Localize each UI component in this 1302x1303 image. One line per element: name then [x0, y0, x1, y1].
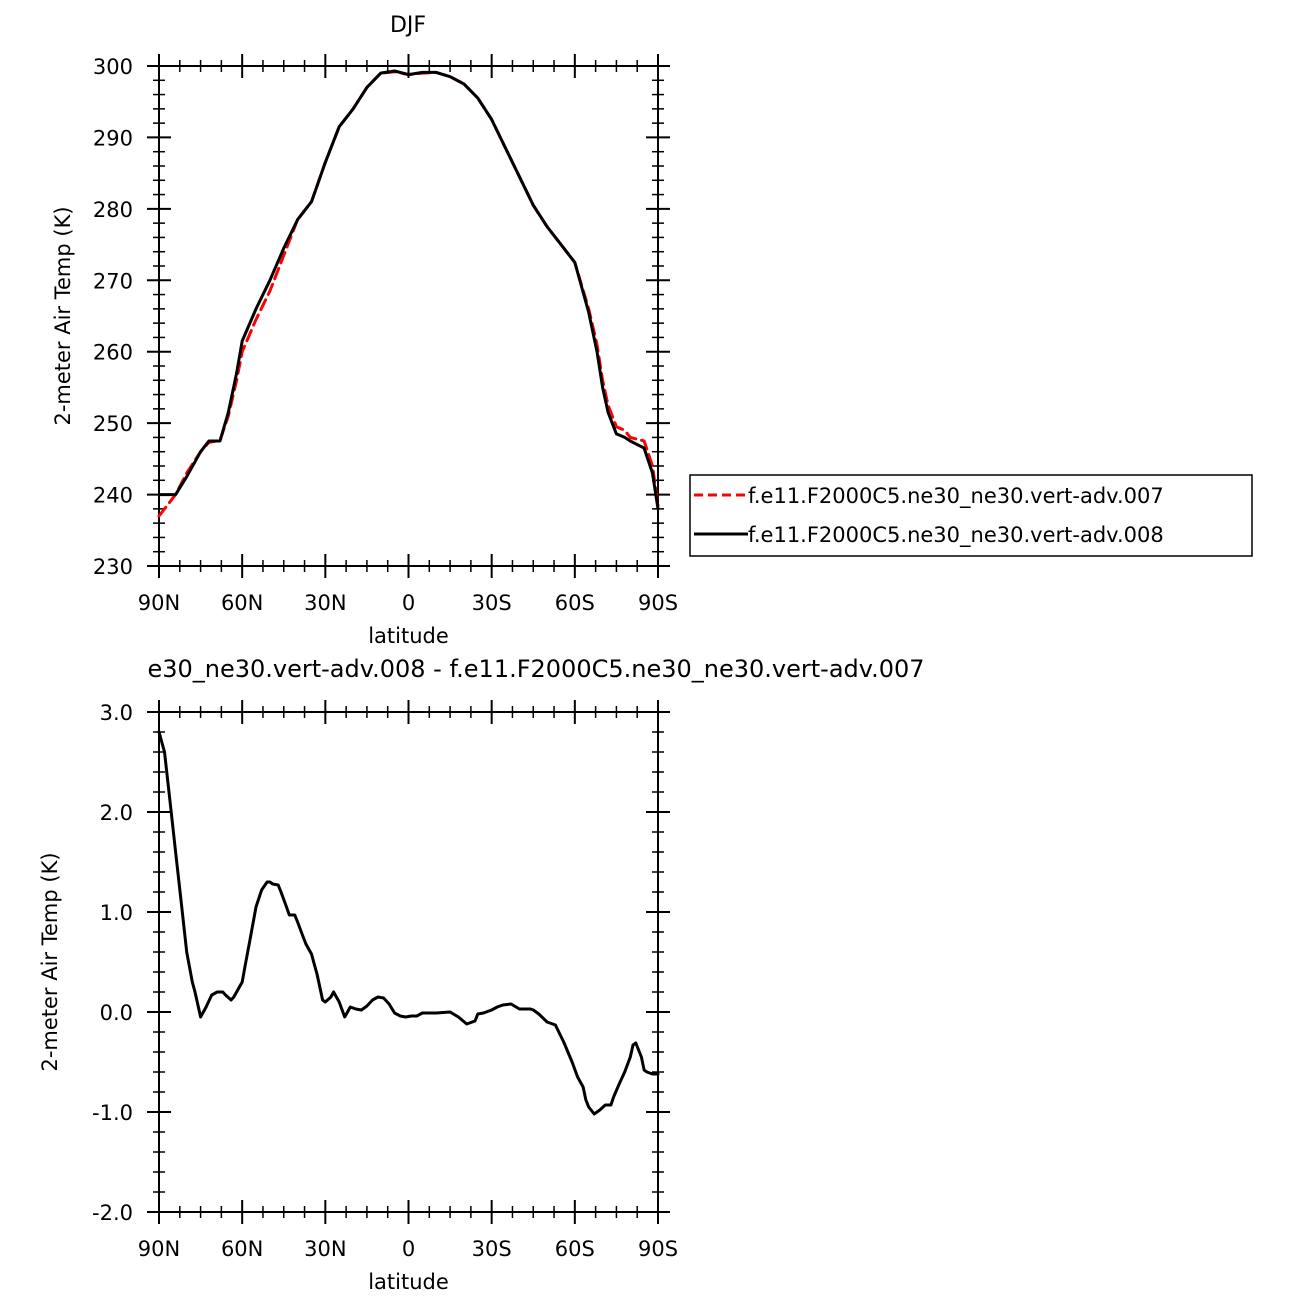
y-tick-label: 260 — [93, 341, 133, 365]
y-axis-label: 2-meter Air Temp (K) — [38, 852, 62, 1071]
x-tick-label: 0 — [402, 591, 415, 615]
x-tick-label: 90N — [138, 591, 180, 615]
y-tick-label: 290 — [93, 126, 133, 150]
x-tick-label: 60S — [555, 591, 595, 615]
x-tick-label: 30S — [472, 591, 512, 615]
x-tick-label: 60N — [221, 591, 263, 615]
bottom-panel-chart: e30_ne30.vert-adv.008 - f.e11.F2000C5.ne… — [38, 655, 925, 1294]
legend-entry: f.e11.F2000C5.ne30_ne30.vert-adv.008 — [748, 523, 1164, 548]
legend-box — [689, 474, 1253, 557]
y-tick-label: -2.0 — [92, 1201, 133, 1225]
y-tick-label: 1.0 — [100, 901, 133, 925]
x-axis-label: latitude — [368, 1270, 449, 1294]
series-line — [157, 730, 660, 1116]
x-tick-label: 60S — [555, 1237, 595, 1261]
x-tick-label: 30S — [472, 1237, 512, 1261]
x-tick-label: 90N — [138, 1237, 180, 1261]
x-axis-label: latitude — [368, 624, 449, 648]
chart-title: e30_ne30.vert-adv.008 - f.e11.F2000C5.ne… — [147, 655, 924, 683]
x-tick-label: 30N — [304, 1237, 346, 1261]
y-tick-label: 3.0 — [100, 701, 133, 725]
y-tick-label: 250 — [93, 412, 133, 436]
series-line — [157, 69, 660, 511]
x-tick-label: 0 — [402, 1237, 415, 1261]
y-axis-label: 2-meter Air Temp (K) — [51, 206, 75, 425]
chart-title: DJF — [390, 13, 426, 38]
top-panel-chart: DJF 230 240 250 260 270 280 290 300 90N 60N 30N 0 30S… — [51, 13, 1253, 648]
y-tick-label: 0.0 — [100, 1001, 133, 1025]
y-tick-label: 230 — [93, 555, 133, 579]
legend-entry: f.e11.F2000C5.ne30_ne30.vert-adv.007 — [748, 484, 1164, 509]
y-tick-label: 300 — [93, 55, 133, 79]
plot-frame — [158, 65, 659, 567]
x-tick-label: 60N — [221, 1237, 263, 1261]
x-tick-label: 90S — [638, 1237, 678, 1261]
x-tick-label: 90S — [638, 591, 678, 615]
y-tick-label: -1.0 — [92, 1101, 133, 1125]
y-tick-label: 2.0 — [100, 801, 133, 825]
y-tick-label: 240 — [93, 484, 133, 508]
plot-frame — [158, 711, 659, 1213]
x-tick-label: 30N — [304, 591, 346, 615]
y-tick-label: 270 — [93, 269, 133, 293]
y-tick-label: 280 — [93, 198, 133, 222]
